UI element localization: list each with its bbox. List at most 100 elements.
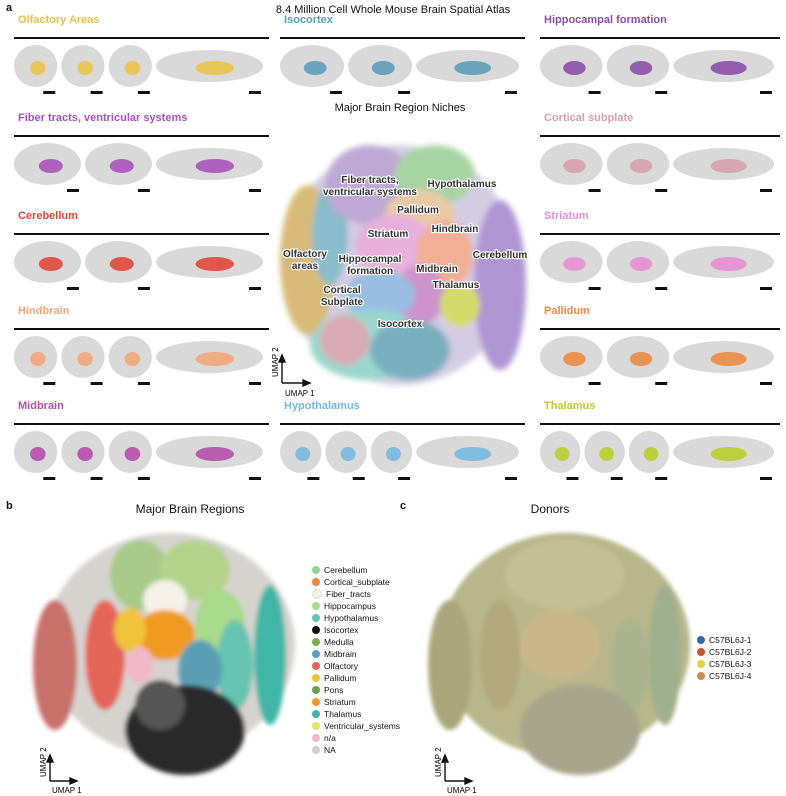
brain-section [673,50,774,94]
legend-swatch [312,722,320,730]
region-rule [540,135,780,137]
regions-umap-ylabel: UMAP 2 [39,747,48,777]
panel-a-letter: a [6,2,13,14]
scale-bar [398,477,411,480]
legend-item: Ventricular_systems [312,720,400,732]
scale-bar [352,477,365,480]
brain-section [61,431,105,480]
brain-section [155,436,263,480]
brain-section [61,45,105,94]
panel-b-letter: b [6,500,13,512]
scale-bar [655,91,668,94]
brain-sections-hypothalamus [280,431,519,480]
legend-swatch [312,614,320,622]
region-title-hippocampal: Hippocampal formation [544,14,667,26]
region-title-subplate: Cortical subplate [544,112,634,124]
brain-section [606,336,670,385]
scale-bar [137,382,150,385]
legend-label: Fiber_tracts [326,589,371,599]
niche-label: Hypothalamus [428,179,497,190]
scale-bar [137,477,150,480]
region-title-pallidum: Pallidum [544,305,590,317]
legend-swatch [312,734,320,742]
scale-bar [760,382,772,385]
brain-section [416,50,519,94]
brain-section [108,336,152,385]
brain-section [155,341,263,385]
niche-label: Cortical [323,285,360,296]
scale-bar [505,91,517,94]
legend-swatch [312,710,320,718]
legend-item: Midbrain [312,648,400,660]
niche-label: Fiber tracts, [341,175,398,186]
region-rule [280,37,525,39]
scale-bar [249,287,261,290]
brain-sections-pallidum [540,336,774,385]
region-rule [14,37,269,39]
brain-section [280,431,322,480]
scale-bar [760,189,772,192]
brain-section [325,431,367,480]
legend-label: Cortical_subplate [324,577,390,587]
brain-section [280,45,345,94]
niche-label: Hippocampal [339,254,402,265]
brain-section [61,336,105,385]
scale-bar [760,91,772,94]
legend-swatch [312,578,320,586]
region-rule [14,328,269,330]
legend-label: C57BL6J-3 [709,659,752,669]
scale-bar [588,287,601,290]
brain-sections-fiber [14,143,263,192]
brain-sections-cerebellum [14,241,263,290]
brain-section [14,143,81,192]
legend-label: n/a [324,733,336,743]
legend-label: C57BL6J-4 [709,671,752,681]
legend-swatch [312,746,320,754]
region-title-isocortex: Isocortex [284,14,333,26]
niche-label: Thalamus [433,280,480,291]
legend-swatch [312,674,320,682]
region-title-striatum: Striatum [544,210,589,222]
legend-label: Ventricular_systems [324,721,401,731]
legend-item: C57BL6J-4 [697,670,752,682]
brain-sections-isocortex [280,45,519,94]
scale-bar [43,91,56,94]
legend-item: C57BL6J-3 [697,658,752,670]
legend-label: Olfactory [324,661,359,671]
brain-section [540,431,581,480]
legend-item: Hypothalamus [312,612,400,624]
brain-section [673,148,774,192]
region-rule [540,233,780,235]
scale-bar [655,382,668,385]
region-title-hindbrain: Hindbrain [18,305,70,317]
legend-item: NA [312,744,400,756]
legend-label: Medulla [324,637,354,647]
legend-item: Cerebellum [312,564,400,576]
legend-swatch [312,698,320,706]
scale-bar [249,189,261,192]
brain-section [628,431,670,480]
panel-c-letter: c [400,500,407,512]
legend-label: Striatum [324,697,356,707]
legend-item: C57BL6J-2 [697,646,752,658]
brain-section [348,45,413,94]
niche-label: formation [347,266,393,277]
niche-label: areas [292,261,319,272]
legend-label: Cerebellum [324,565,368,575]
legend-label: Pallidum [324,673,357,683]
legend-swatch [312,589,322,599]
scale-bar [588,382,601,385]
region-title-thalamus: Thalamus [544,400,596,412]
brain-section [14,431,58,480]
scale-bar [66,287,79,290]
legend-swatch [697,672,705,680]
region-title-hypothalamus: Hypothalamus [284,400,360,412]
scale-bar [137,189,150,192]
legend-label: C57BL6J-2 [709,647,752,657]
scale-bar [137,287,150,290]
scale-bar [588,91,601,94]
scale-bar [610,477,623,480]
scale-bar [588,189,601,192]
niche-label: Subplate [321,297,364,308]
scale-bar [655,287,668,290]
